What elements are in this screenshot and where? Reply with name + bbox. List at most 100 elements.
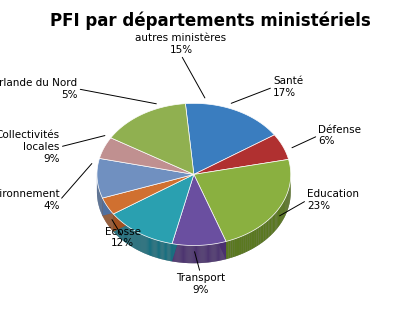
Polygon shape (115, 215, 116, 234)
Polygon shape (264, 223, 265, 242)
Polygon shape (142, 234, 144, 253)
Polygon shape (190, 245, 192, 263)
Polygon shape (117, 218, 118, 236)
Polygon shape (172, 174, 194, 261)
Polygon shape (201, 245, 202, 263)
Polygon shape (102, 174, 194, 214)
Polygon shape (228, 240, 231, 259)
Polygon shape (102, 174, 194, 216)
Polygon shape (268, 218, 270, 238)
Polygon shape (270, 217, 271, 236)
Polygon shape (282, 202, 283, 221)
Polygon shape (205, 245, 206, 263)
Polygon shape (128, 226, 129, 245)
Polygon shape (125, 224, 126, 243)
Polygon shape (199, 245, 200, 263)
Polygon shape (155, 240, 157, 258)
Polygon shape (163, 242, 164, 260)
Text: Environnement
4%: Environnement 4% (0, 190, 60, 211)
Polygon shape (149, 237, 150, 255)
Polygon shape (224, 242, 225, 260)
Polygon shape (150, 238, 151, 256)
Polygon shape (189, 245, 190, 263)
Polygon shape (181, 245, 182, 263)
Polygon shape (152, 239, 153, 257)
Polygon shape (287, 192, 288, 212)
Polygon shape (203, 245, 205, 263)
Polygon shape (153, 239, 155, 257)
Polygon shape (124, 224, 125, 242)
Polygon shape (127, 226, 128, 244)
Polygon shape (285, 197, 286, 217)
Polygon shape (237, 237, 239, 256)
Polygon shape (195, 245, 196, 263)
Polygon shape (134, 231, 135, 249)
Polygon shape (211, 244, 212, 262)
Polygon shape (271, 216, 273, 235)
Polygon shape (251, 231, 253, 249)
Text: Santé
17%: Santé 17% (273, 77, 303, 98)
Polygon shape (192, 245, 193, 263)
Polygon shape (255, 228, 257, 247)
Polygon shape (158, 240, 159, 258)
Text: autres ministères
15%: autres ministères 15% (135, 33, 226, 55)
Polygon shape (166, 243, 167, 261)
Polygon shape (170, 243, 171, 261)
Polygon shape (202, 245, 203, 263)
Polygon shape (279, 207, 280, 226)
Polygon shape (196, 245, 197, 263)
Polygon shape (217, 243, 218, 261)
Text: Irlande du Nord
5%: Irlande du Nord 5% (0, 78, 78, 99)
Polygon shape (218, 243, 219, 261)
Polygon shape (235, 238, 237, 256)
Polygon shape (281, 203, 282, 223)
Polygon shape (249, 232, 251, 251)
Polygon shape (207, 245, 208, 263)
Polygon shape (223, 242, 224, 260)
Polygon shape (185, 103, 274, 174)
Polygon shape (184, 245, 185, 263)
Polygon shape (194, 160, 291, 242)
Polygon shape (233, 239, 235, 257)
Polygon shape (129, 227, 130, 245)
Polygon shape (284, 199, 285, 218)
Polygon shape (179, 245, 180, 263)
Polygon shape (260, 225, 262, 244)
Polygon shape (122, 222, 123, 240)
Polygon shape (194, 135, 289, 174)
Polygon shape (194, 174, 226, 259)
Polygon shape (159, 241, 160, 259)
Polygon shape (167, 243, 168, 261)
Polygon shape (148, 237, 149, 255)
Polygon shape (135, 231, 136, 249)
Polygon shape (221, 243, 222, 260)
Polygon shape (222, 242, 223, 260)
Polygon shape (113, 174, 194, 244)
Polygon shape (188, 245, 189, 263)
Polygon shape (123, 223, 124, 242)
Polygon shape (113, 174, 194, 232)
Polygon shape (226, 241, 228, 259)
Polygon shape (208, 245, 209, 263)
Polygon shape (288, 189, 289, 208)
Polygon shape (245, 234, 247, 253)
Polygon shape (147, 236, 148, 255)
Polygon shape (231, 240, 233, 258)
Polygon shape (183, 245, 184, 263)
Polygon shape (174, 244, 175, 262)
Polygon shape (178, 245, 179, 263)
Polygon shape (160, 241, 161, 259)
Text: PFI par départements ministériels: PFI par départements ministériels (50, 11, 370, 30)
Polygon shape (102, 174, 194, 216)
Polygon shape (138, 233, 139, 251)
Text: Education
23%: Education 23% (307, 190, 359, 211)
Polygon shape (119, 220, 120, 238)
Text: Ecosse
12%: Ecosse 12% (105, 227, 141, 248)
Polygon shape (126, 225, 127, 244)
Polygon shape (239, 236, 241, 255)
Polygon shape (157, 240, 158, 258)
Polygon shape (175, 244, 176, 262)
Polygon shape (114, 215, 115, 233)
Polygon shape (151, 238, 152, 256)
Polygon shape (168, 243, 170, 261)
